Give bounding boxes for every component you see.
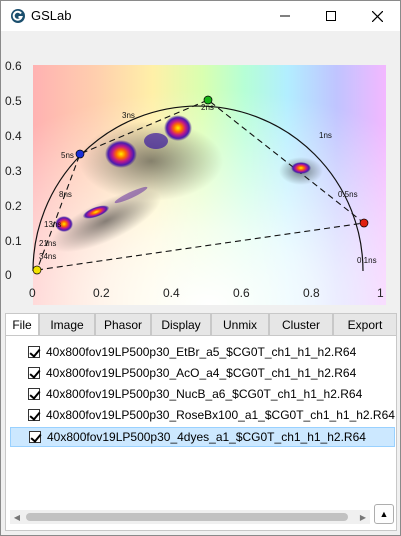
file-checkbox[interactable] [28,346,40,358]
svg-text:34ns: 34ns [39,252,56,261]
svg-text:0.4: 0.4 [5,129,22,143]
tab-unmix[interactable]: Unmix [211,313,269,335]
unmixing-triangle [36,99,366,271]
svg-text:21ns: 21ns [39,239,56,248]
svg-text:13ns: 13ns [44,220,61,229]
marker-yellow[interactable] [32,265,42,275]
tab-image[interactable]: Image [39,313,95,335]
scrollbar-thumb[interactable] [26,513,348,521]
close-icon [371,10,383,22]
marker-green[interactable] [203,95,213,105]
horizontal-scrollbar[interactable]: ◀ ▶ [10,510,370,524]
file-list-item[interactable]: 40x800fov19LP500p30_EtBr_a5_$CG0T_ch1_h1… [10,342,395,362]
file-checkbox[interactable] [28,409,40,421]
minimize-icon [280,15,290,17]
tab-file[interactable]: File [5,313,39,336]
file-name: 40x800fov19LP500p30_AcO_a4_$CG0T_ch1_h1_… [46,366,357,380]
svg-text:0.5: 0.5 [5,94,22,108]
tab-cluster[interactable]: Cluster [269,313,333,335]
svg-text:0.2: 0.2 [5,199,22,213]
svg-text:0.6: 0.6 [233,286,250,300]
svg-text:3ns: 3ns [122,111,135,120]
file-list-item[interactable]: 40x800fov19LP500p30_RoseBx100_a1_$CG0T_c… [10,405,395,425]
app-logo-icon [11,9,25,23]
svg-text:0: 0 [5,268,12,282]
tab-export[interactable]: Export [333,313,397,335]
file-list-item-selected[interactable]: 40x800fov19LP500p30_4dyes_a1_$CG0T_ch1_h… [10,427,395,447]
move-up-button[interactable]: ▲ [374,504,394,524]
svg-text:5ns: 5ns [61,151,74,160]
file-name: 40x800fov19LP500p30_RoseBx100_a1_$CG0T_c… [46,408,395,422]
svg-text:0: 0 [29,286,36,300]
tab-bar: File Image Phasor Display Unmix Cluster … [5,313,397,336]
tab-display[interactable]: Display [151,313,211,335]
marker-red[interactable] [359,218,369,228]
svg-text:0.5ns: 0.5ns [338,190,358,199]
minimize-button[interactable] [262,1,308,31]
file-name: 40x800fov19LP500p30_4dyes_a1_$CG0T_ch1_h… [47,430,366,444]
tab-phasor[interactable]: Phasor [95,313,151,335]
file-name: 40x800fov19LP500p30_NucB_a6_$CG0T_ch1_h1… [46,387,363,401]
y-axis-ticks: 0 0.1 0.2 0.3 0.4 0.5 0.6 [5,59,22,282]
svg-text:0.4: 0.4 [163,286,180,300]
svg-text:0.6: 0.6 [5,59,22,73]
file-name: 40x800fov19LP500p30_EtBr_a5_$CG0T_ch1_h1… [46,345,357,359]
marker-blue[interactable] [75,149,85,159]
window-title: GSLab [31,8,72,23]
svg-text:0.3: 0.3 [5,164,22,178]
file-panel: 40x800fov19LP500p30_EtBr_a5_$CG0T_ch1_h1… [5,335,397,531]
file-checkbox[interactable] [28,367,40,379]
file-list-item[interactable]: 40x800fov19LP500p30_NucB_a6_$CG0T_ch1_h1… [10,384,395,404]
phasor-data-cloud [50,115,323,253]
maximize-icon [326,11,336,21]
maximize-button[interactable] [308,1,354,31]
svg-text:0.2: 0.2 [93,286,110,300]
svg-text:1ns: 1ns [319,131,332,140]
svg-text:8ns: 8ns [59,190,72,199]
file-checkbox[interactable] [28,388,40,400]
scroll-left-icon[interactable]: ◀ [13,512,21,522]
lifetime-labels: 3ns 2ns 1ns 5ns 8ns 13ns 21ns 34ns 0.5ns… [39,103,377,265]
title-bar: GSLab [1,1,400,31]
svg-text:2ns: 2ns [201,103,214,112]
svg-text:0.1: 0.1 [5,234,22,248]
phasor-plot-area[interactable]: 3ns 2ns 1ns 5ns 8ns 13ns 21ns 34ns 0.5ns… [1,31,400,311]
close-button[interactable] [354,1,400,31]
x-axis-ticks: 0 0.2 0.4 0.6 0.8 1 [29,286,384,300]
file-list-item[interactable]: 40x800fov19LP500p30_AcO_a4_$CG0T_ch1_h1_… [10,363,395,383]
universal-semicircle [32,105,364,272]
svg-text:0.1ns: 0.1ns [357,256,377,265]
phasor-plot[interactable]: 3ns 2ns 1ns 5ns 8ns 13ns 21ns 34ns 0.5ns… [1,31,400,311]
svg-text:0.8: 0.8 [303,286,320,300]
scroll-right-icon[interactable]: ▶ [359,512,367,522]
svg-text:1: 1 [377,286,384,300]
file-checkbox[interactable] [29,431,41,443]
arrow-up-icon: ▲ [379,509,389,519]
